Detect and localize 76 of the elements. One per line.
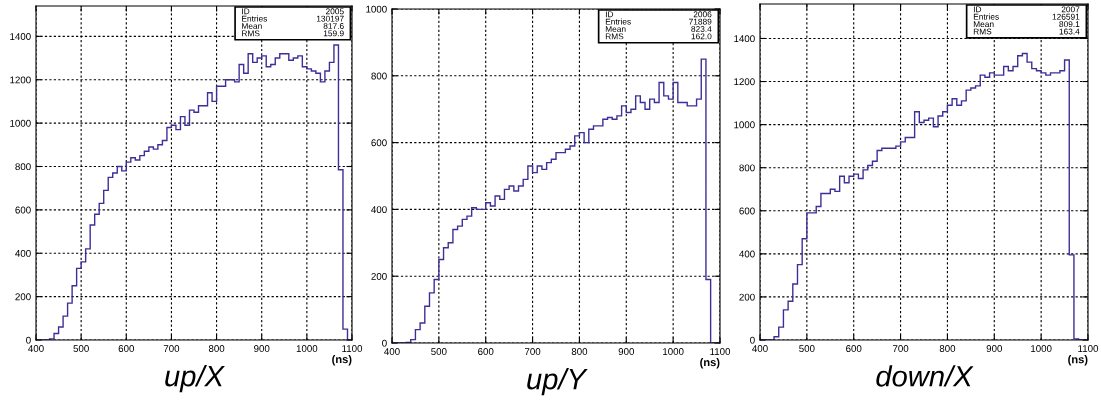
annotation: ID bbox=[973, 6, 982, 13]
text: up/Y bbox=[527, 368, 588, 396]
y-tick-label: 400 bbox=[371, 206, 387, 214]
x-tick-label: 800 bbox=[939, 345, 956, 352]
x-tick-label: 700 bbox=[524, 348, 541, 355]
x-tick-label: 500 bbox=[799, 345, 815, 352]
y-tick-label: 1400 bbox=[10, 33, 31, 40]
text: down/X bbox=[876, 365, 974, 387]
text: up/X bbox=[165, 365, 225, 393]
y-tick-label: 1400 bbox=[734, 35, 755, 43]
annotation: 809.1 bbox=[1059, 21, 1080, 28]
annotation: 130197 bbox=[316, 15, 344, 22]
y-tick-label: 400 bbox=[15, 249, 31, 257]
x-tick-label: 600 bbox=[118, 345, 135, 352]
x-tick-label: 800 bbox=[571, 348, 588, 355]
x-tick-label: 700 bbox=[892, 345, 909, 352]
x-tick-label: 400 bbox=[28, 345, 44, 352]
x-tick-label: 1000 bbox=[296, 345, 318, 352]
annotation: 126591 bbox=[1052, 13, 1080, 20]
x-tick-label: 1000 bbox=[663, 348, 684, 355]
y-tick-label: 1000 bbox=[366, 5, 387, 13]
x-tick-label: 400 bbox=[752, 345, 768, 352]
x-tick-label: 1100 bbox=[342, 345, 363, 352]
y-tick-label: 200 bbox=[15, 293, 31, 301]
y-tick-label: 800 bbox=[371, 72, 387, 80]
annotation: RMS bbox=[605, 33, 624, 40]
x-tick-label: 500 bbox=[73, 345, 89, 352]
y-tick-label: 0 bbox=[382, 339, 387, 347]
y-tick-label: 600 bbox=[371, 139, 387, 147]
x-axis-title: (ns) bbox=[700, 358, 720, 369]
annotation: 162.0 bbox=[691, 33, 712, 40]
y-tick-label: 200 bbox=[371, 272, 387, 280]
x-tick-label: 1000 bbox=[1031, 345, 1052, 352]
annotation: RMS bbox=[242, 30, 260, 37]
x-tick-label: 900 bbox=[618, 348, 635, 355]
annotation: 2006 bbox=[693, 11, 712, 18]
x-tick-label: 1100 bbox=[1078, 345, 1099, 352]
y-tick-label: 1200 bbox=[10, 76, 31, 84]
annotation: Mean bbox=[605, 26, 626, 32]
y-tick-label: 1000 bbox=[734, 121, 755, 129]
x-tick-label: 500 bbox=[431, 348, 447, 355]
y-tick-label: 0 bbox=[750, 336, 755, 344]
y-tick-label: 600 bbox=[15, 206, 31, 214]
y-tick-label: 1000 bbox=[10, 119, 31, 127]
annotation: 163.4 bbox=[1059, 28, 1080, 35]
y-tick-label: 0 bbox=[26, 336, 31, 344]
y-tick-label: 600 bbox=[739, 207, 755, 215]
annotation: 2007 bbox=[1061, 6, 1080, 13]
x-tick-label: 800 bbox=[208, 345, 225, 352]
annotation: RMS bbox=[973, 28, 992, 35]
annotation: Entries bbox=[973, 13, 999, 20]
x-axis-title: (ns) bbox=[332, 355, 352, 366]
x-tick-label: 900 bbox=[254, 345, 270, 352]
annotation: Entries bbox=[605, 18, 631, 25]
annotation: Mean bbox=[973, 21, 994, 28]
x-tick-label: 600 bbox=[846, 345, 862, 352]
annotation: Entries bbox=[242, 15, 268, 22]
y-tick-label: 800 bbox=[739, 164, 755, 172]
annotation: 159.9 bbox=[323, 30, 344, 37]
annotation: 2005 bbox=[325, 8, 344, 15]
annotation: ID bbox=[242, 8, 250, 15]
y-tick-label: 800 bbox=[15, 163, 31, 171]
annotation: ID bbox=[605, 11, 614, 18]
annotation: Mean bbox=[242, 23, 262, 29]
x-tick-label: 400 bbox=[384, 348, 400, 355]
x-tick-label: 700 bbox=[163, 345, 180, 352]
x-tick-label: 1100 bbox=[710, 348, 731, 355]
x-tick-label: 600 bbox=[478, 348, 494, 355]
y-tick-label: 200 bbox=[739, 293, 755, 301]
x-tick-label: 900 bbox=[986, 345, 1003, 352]
x-axis-title: (ns) bbox=[1068, 355, 1088, 366]
y-tick-label: 1200 bbox=[734, 78, 755, 86]
annotation: 817.6 bbox=[323, 23, 344, 29]
annotation: 823.4 bbox=[691, 26, 712, 32]
annotation: 71889 bbox=[689, 18, 712, 25]
y-tick-label: 400 bbox=[739, 250, 755, 258]
